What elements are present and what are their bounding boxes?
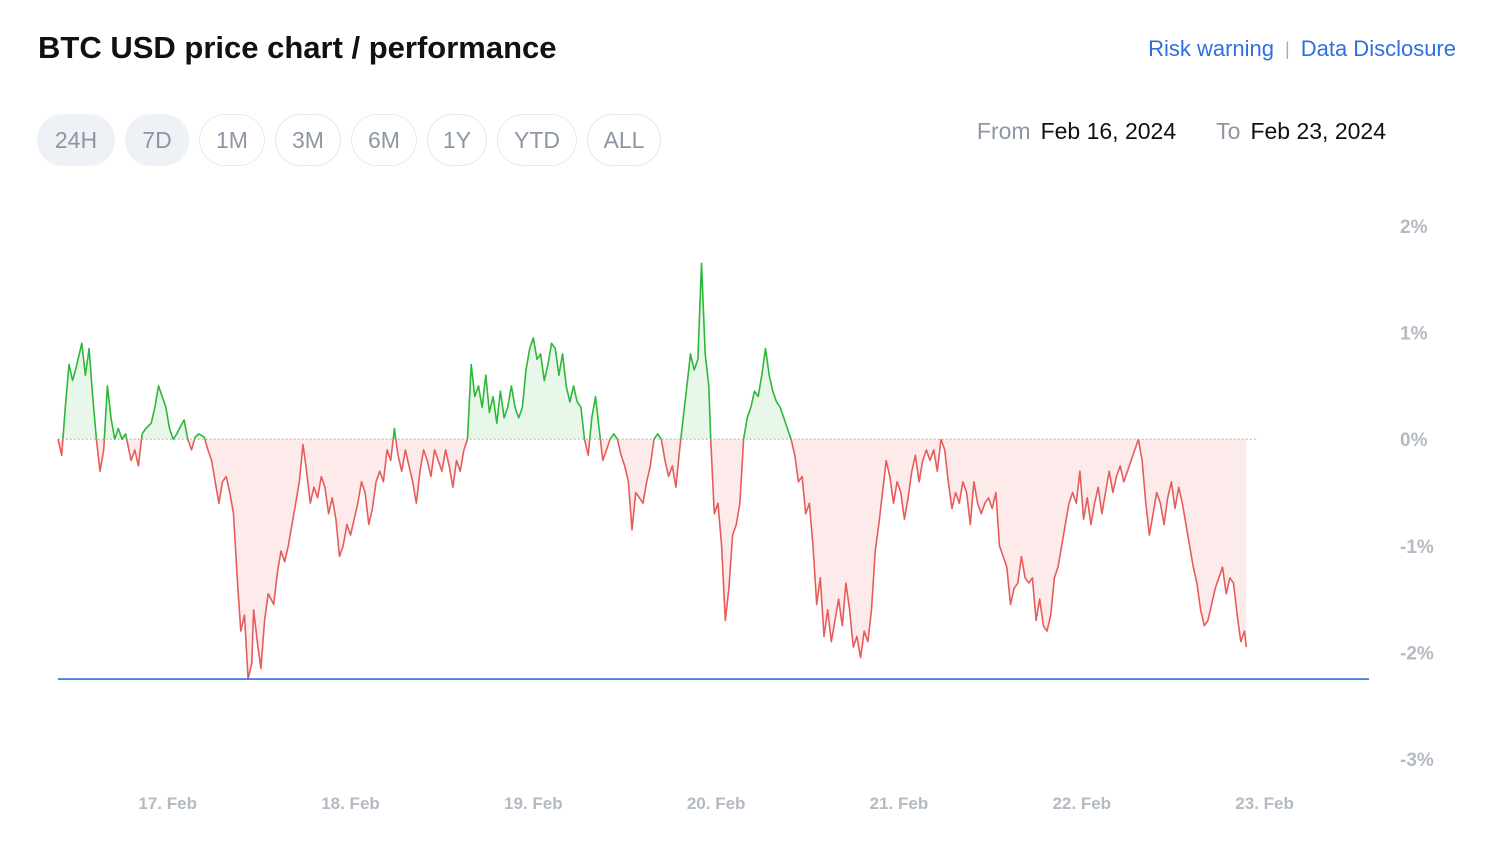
range-button-1m[interactable]: 1M bbox=[199, 114, 265, 166]
positive-area bbox=[680, 263, 711, 440]
positive-line bbox=[588, 395, 602, 440]
negative-line bbox=[1137, 439, 1248, 648]
negative-area bbox=[941, 439, 1139, 632]
y-tick-label: -2% bbox=[1400, 643, 1434, 664]
positive-line bbox=[103, 385, 128, 441]
negative-area bbox=[710, 439, 744, 621]
date-range: From Feb 16, 2024 To Feb 23, 2024 bbox=[977, 118, 1386, 145]
positive-area bbox=[104, 385, 127, 440]
negative-line bbox=[599, 438, 611, 462]
y-tick-label: 1% bbox=[1400, 324, 1428, 345]
link-separator: | bbox=[1285, 38, 1290, 59]
y-axis: 2% 1% 0% -1% -2% -3% bbox=[1400, 217, 1434, 771]
from-date[interactable]: Feb 16, 2024 bbox=[1040, 118, 1177, 144]
negative-line bbox=[204, 438, 394, 680]
x-tick-label: 20. Feb bbox=[687, 794, 746, 813]
series-lines bbox=[57, 262, 1248, 680]
to-label: To bbox=[1216, 118, 1241, 144]
negative-line bbox=[583, 439, 591, 457]
negative-line bbox=[616, 439, 655, 531]
y-tick-label: -3% bbox=[1400, 750, 1434, 771]
negative-line bbox=[187, 438, 196, 451]
negative-line bbox=[709, 439, 745, 622]
negative-line bbox=[95, 439, 106, 473]
positive-area bbox=[62, 343, 97, 440]
negative-area bbox=[126, 439, 142, 466]
negative-area bbox=[791, 439, 941, 658]
x-tick-label: 18. Feb bbox=[321, 794, 380, 813]
positive-area bbox=[194, 433, 205, 440]
positive-line bbox=[392, 427, 397, 440]
range-button-all[interactable]: ALL bbox=[587, 114, 661, 166]
positive-line bbox=[680, 262, 712, 440]
x-axis: 17. Feb 18. Feb 19. Feb 20. Feb 21. Feb 22. F… bbox=[138, 794, 1293, 813]
negative-line bbox=[660, 439, 682, 489]
negative-area bbox=[204, 439, 394, 679]
negative-line bbox=[790, 439, 942, 659]
area-fills bbox=[58, 263, 1247, 679]
positive-area bbox=[589, 396, 601, 440]
negative-area bbox=[96, 439, 105, 472]
negative-area bbox=[661, 439, 681, 488]
range-button-1y[interactable]: 1Y bbox=[427, 114, 487, 166]
x-tick-label: 21. Feb bbox=[870, 794, 929, 813]
positive-line bbox=[193, 433, 206, 440]
x-tick-label: 22. Feb bbox=[1052, 794, 1111, 813]
positive-area bbox=[467, 337, 585, 440]
page-title: BTC USD price chart / performance bbox=[38, 30, 557, 65]
from-label: From bbox=[976, 118, 1031, 144]
y-tick-label: -1% bbox=[1400, 537, 1434, 558]
time-range-selector: 24H 7D 1M 3M 6M 1Y YTD ALL bbox=[37, 114, 661, 166]
positive-line bbox=[466, 337, 586, 440]
positive-line bbox=[140, 385, 189, 441]
range-button-7d[interactable]: 7D bbox=[125, 114, 189, 166]
header-links: Risk warning | Data Disclosure bbox=[1148, 36, 1456, 62]
positive-area bbox=[141, 385, 188, 440]
negative-line bbox=[125, 439, 143, 467]
range-button-3m[interactable]: 3M bbox=[275, 114, 341, 166]
positive-area bbox=[743, 348, 792, 440]
positive-line bbox=[62, 342, 98, 440]
positive-line bbox=[742, 347, 792, 440]
range-button-24h[interactable]: 24H bbox=[37, 114, 115, 166]
range-button-6m[interactable]: 6M bbox=[351, 114, 417, 166]
range-button-ytd[interactable]: YTD bbox=[497, 114, 577, 166]
negative-area bbox=[1138, 439, 1247, 648]
risk-warning-link[interactable]: Risk warning bbox=[1148, 36, 1275, 61]
positive-line bbox=[609, 433, 619, 440]
to-date[interactable]: Feb 23, 2024 bbox=[1250, 118, 1386, 144]
negative-line bbox=[940, 438, 1140, 632]
x-tick-label: 17. Feb bbox=[138, 794, 197, 813]
positive-line bbox=[653, 433, 662, 440]
y-tick-label: 0% bbox=[1400, 430, 1428, 451]
x-tick-label: 19. Feb bbox=[504, 794, 563, 813]
negative-area bbox=[617, 439, 654, 530]
negative-line bbox=[395, 438, 469, 505]
negative-line bbox=[57, 439, 64, 457]
y-tick-label: 2% bbox=[1400, 217, 1428, 238]
x-tick-label: 23. Feb bbox=[1235, 794, 1294, 813]
data-disclosure-link[interactable]: Data Disclosure bbox=[1300, 36, 1456, 61]
